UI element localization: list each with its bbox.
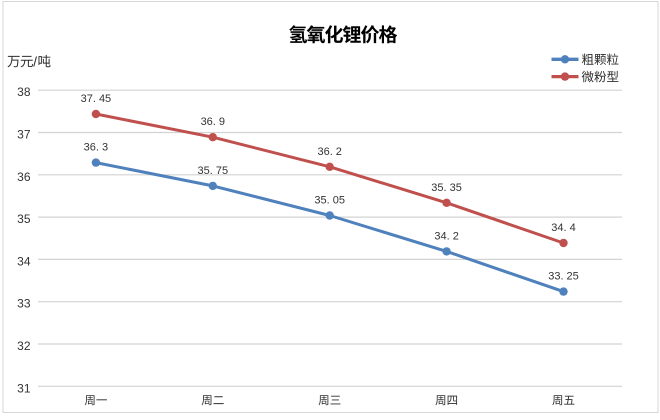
svg-text:37: 37 (17, 128, 31, 142)
svg-text:32: 32 (17, 339, 31, 353)
svg-text:37. 45: 37. 45 (81, 93, 112, 105)
svg-text:36: 36 (17, 170, 31, 184)
svg-text:33: 33 (17, 297, 31, 311)
svg-text:35: 35 (17, 212, 31, 226)
svg-text:33. 25: 33. 25 (548, 271, 579, 283)
svg-text:31: 31 (17, 381, 31, 395)
svg-text:35. 05: 35. 05 (314, 195, 345, 207)
svg-text:34. 2: 34. 2 (434, 230, 458, 242)
svg-text:34. 4: 34. 4 (551, 222, 575, 234)
svg-text:35. 35: 35. 35 (431, 182, 462, 194)
svg-text:36. 9: 36. 9 (201, 116, 225, 128)
svg-text:34: 34 (17, 254, 31, 268)
svg-text:38: 38 (17, 85, 31, 99)
svg-text:36. 2: 36. 2 (317, 146, 341, 158)
svg-text:/: / (33, 54, 37, 69)
svg-text:36. 3: 36. 3 (84, 142, 108, 154)
svg-text:35. 75: 35. 75 (198, 165, 229, 177)
